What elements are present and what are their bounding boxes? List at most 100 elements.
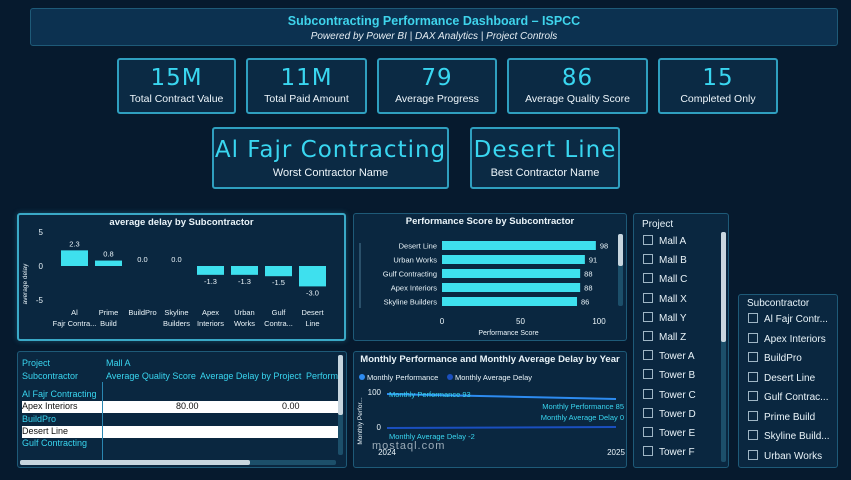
table-row[interactable]: Desert Line [22,426,340,438]
slicer-item-label: Mall X [659,293,687,305]
kpi-value: 11M [280,65,333,91]
table-row[interactable]: Apex Interiors 80.00 0.00 [22,401,340,413]
slicer-item[interactable]: Mall X [643,292,687,305]
score-scroll-thumb[interactable] [618,234,623,266]
delay-x-tick: Al [71,308,78,317]
delay-chart-title: average delay by Subcontractor [109,217,254,228]
checkbox[interactable] [643,331,653,341]
slicer-item[interactable]: Skyline Build... [748,430,830,442]
slicer-item[interactable]: Tower E [643,427,695,439]
kpi-completed-only: 15 Completed Only [658,58,778,114]
table-horizontal-scroll-thumb[interactable] [20,460,250,465]
checkbox[interactable] [748,352,758,362]
subcontractor-cell: Gulf Contracting [22,438,88,448]
line-x-tick: 2024 [378,448,396,457]
slicer-item[interactable]: Tower A [643,350,695,362]
slicer-item[interactable]: Mall Y [643,311,687,324]
checkbox[interactable] [748,430,758,440]
slicer-item[interactable]: BuildPro [748,352,802,364]
checkbox[interactable] [748,313,758,323]
checkbox[interactable] [748,332,758,343]
slicer-item-label: Mall A [659,236,687,247]
checkbox[interactable] [643,446,653,457]
checkbox[interactable] [643,369,653,380]
slicer-item-label: Mall Y [659,312,687,324]
column-header-project: Project [22,358,51,368]
slicer-item[interactable]: Al Fajr Contr... [748,313,828,325]
slicer-item[interactable]: Tower F [643,446,695,458]
slicer-item[interactable]: Tower B [643,369,695,381]
score-chart-panel[interactable]: Performance Score by Subcontractor Deser… [353,213,627,341]
checkbox[interactable] [748,391,758,401]
slicer-item[interactable]: Mall B [643,254,687,266]
score-y-tick: Urban Works [393,256,437,265]
column-header-quality: Average Quality Score [106,371,196,381]
line-y-tick: 0 [377,423,382,432]
delay-chart-panel[interactable]: average delay by Subcontractor average d… [17,213,346,341]
checkbox[interactable] [748,371,758,382]
project-scroll-thumb[interactable] [721,232,726,342]
slicer-item-label: Mall B [659,255,687,267]
subcontractor-slicer[interactable]: Subcontractor Al Fajr Contr... Apex Inter… [738,294,838,468]
checkbox[interactable] [643,427,653,437]
score-x-tick: 100 [592,317,606,326]
slicer-item[interactable]: Tower C [643,388,696,401]
slicer-item[interactable]: Mall C [643,273,687,285]
score-bar [442,241,596,250]
score-scrollbar[interactable] [618,234,623,306]
dashboard-header: Subcontracting Performance Dashboard – I… [30,8,838,46]
checkbox[interactable] [643,311,653,322]
kpi-label: Total Contract Value [129,93,224,105]
checkbox[interactable] [643,388,653,399]
kpi-label: Worst Contractor Name [272,167,389,179]
legend-delay: Monthly Average Delay [455,373,532,382]
delay-x-tick: Build [100,319,117,328]
checkbox[interactable] [643,292,653,303]
slicer-item-label: Urban Works [764,450,823,462]
line-chart-panel[interactable]: Monthly Performance and Monthly Average … [353,351,627,468]
slicer-item[interactable]: Mall Z [643,331,686,343]
table-row[interactable]: Gulf Contracting [22,438,87,450]
checkbox[interactable] [643,350,653,361]
kpi-worst-contractor: Al Fajr Contracting Worst Contractor Nam… [212,127,449,189]
slicer-item[interactable]: Mall A [643,235,686,247]
slicer-item-label: Prime Build [764,411,816,423]
column-header-performance: Perform [306,371,339,381]
checkbox[interactable] [748,449,758,460]
score-bar [442,297,578,306]
slicer-item[interactable]: Gulf Contrac... [748,391,828,403]
delay-y-tick: 5 [39,229,44,237]
kpi-value: 15M [150,65,203,91]
score-data-label: 98 [600,242,608,251]
checkbox[interactable] [643,273,653,284]
subcontractor-slicer-title: Subcontractor [747,298,810,309]
matrix-table[interactable]: Project Mall A Subcontractor Average Qua… [17,351,347,468]
subcontractor-cell: Apex Interiors [22,401,78,411]
subcontractor-cell: Desert Line [22,426,69,436]
table-row[interactable]: Al Fajr Contracting [22,389,97,401]
table-vertical-scroll-thumb[interactable] [338,355,343,415]
project-scrollbar[interactable] [721,232,726,462]
slicer-item[interactable]: Urban Works [748,449,823,462]
slicer-item-label: Tower D [659,408,696,420]
checkbox[interactable] [643,235,653,245]
slicer-item-label: Gulf Contrac... [764,392,829,403]
delay-x-tick: Prime [99,308,119,317]
slicer-item[interactable]: Desert Line [748,371,815,384]
slicer-item[interactable]: Prime Build [748,410,816,423]
dashboard-title: Subcontracting Performance Dashboard – I… [287,14,581,28]
checkbox[interactable] [643,254,653,265]
slicer-item[interactable]: Tower D [643,407,696,420]
delay-bar [197,266,224,275]
line-chart: Monthly Performance Monthly Average Delay… [357,373,625,457]
slicer-item[interactable]: Apex Interiors [748,332,826,345]
checkbox[interactable] [643,407,653,418]
table-header-row: Project Mall A [22,358,131,370]
kpi-best-contractor: Desert Line Best Contractor Name [470,127,620,189]
table-row[interactable]: BuildPro [22,414,56,426]
checkbox[interactable] [748,410,758,421]
score-y-tick: Desert Line [399,242,437,251]
kpi-average-quality-score: 86 Average Quality Score [507,58,648,114]
score-data-label: 88 [584,270,592,279]
project-slicer[interactable]: Project Mall A Mall B Mall C Mall X Mall Y Ma… [633,213,729,468]
